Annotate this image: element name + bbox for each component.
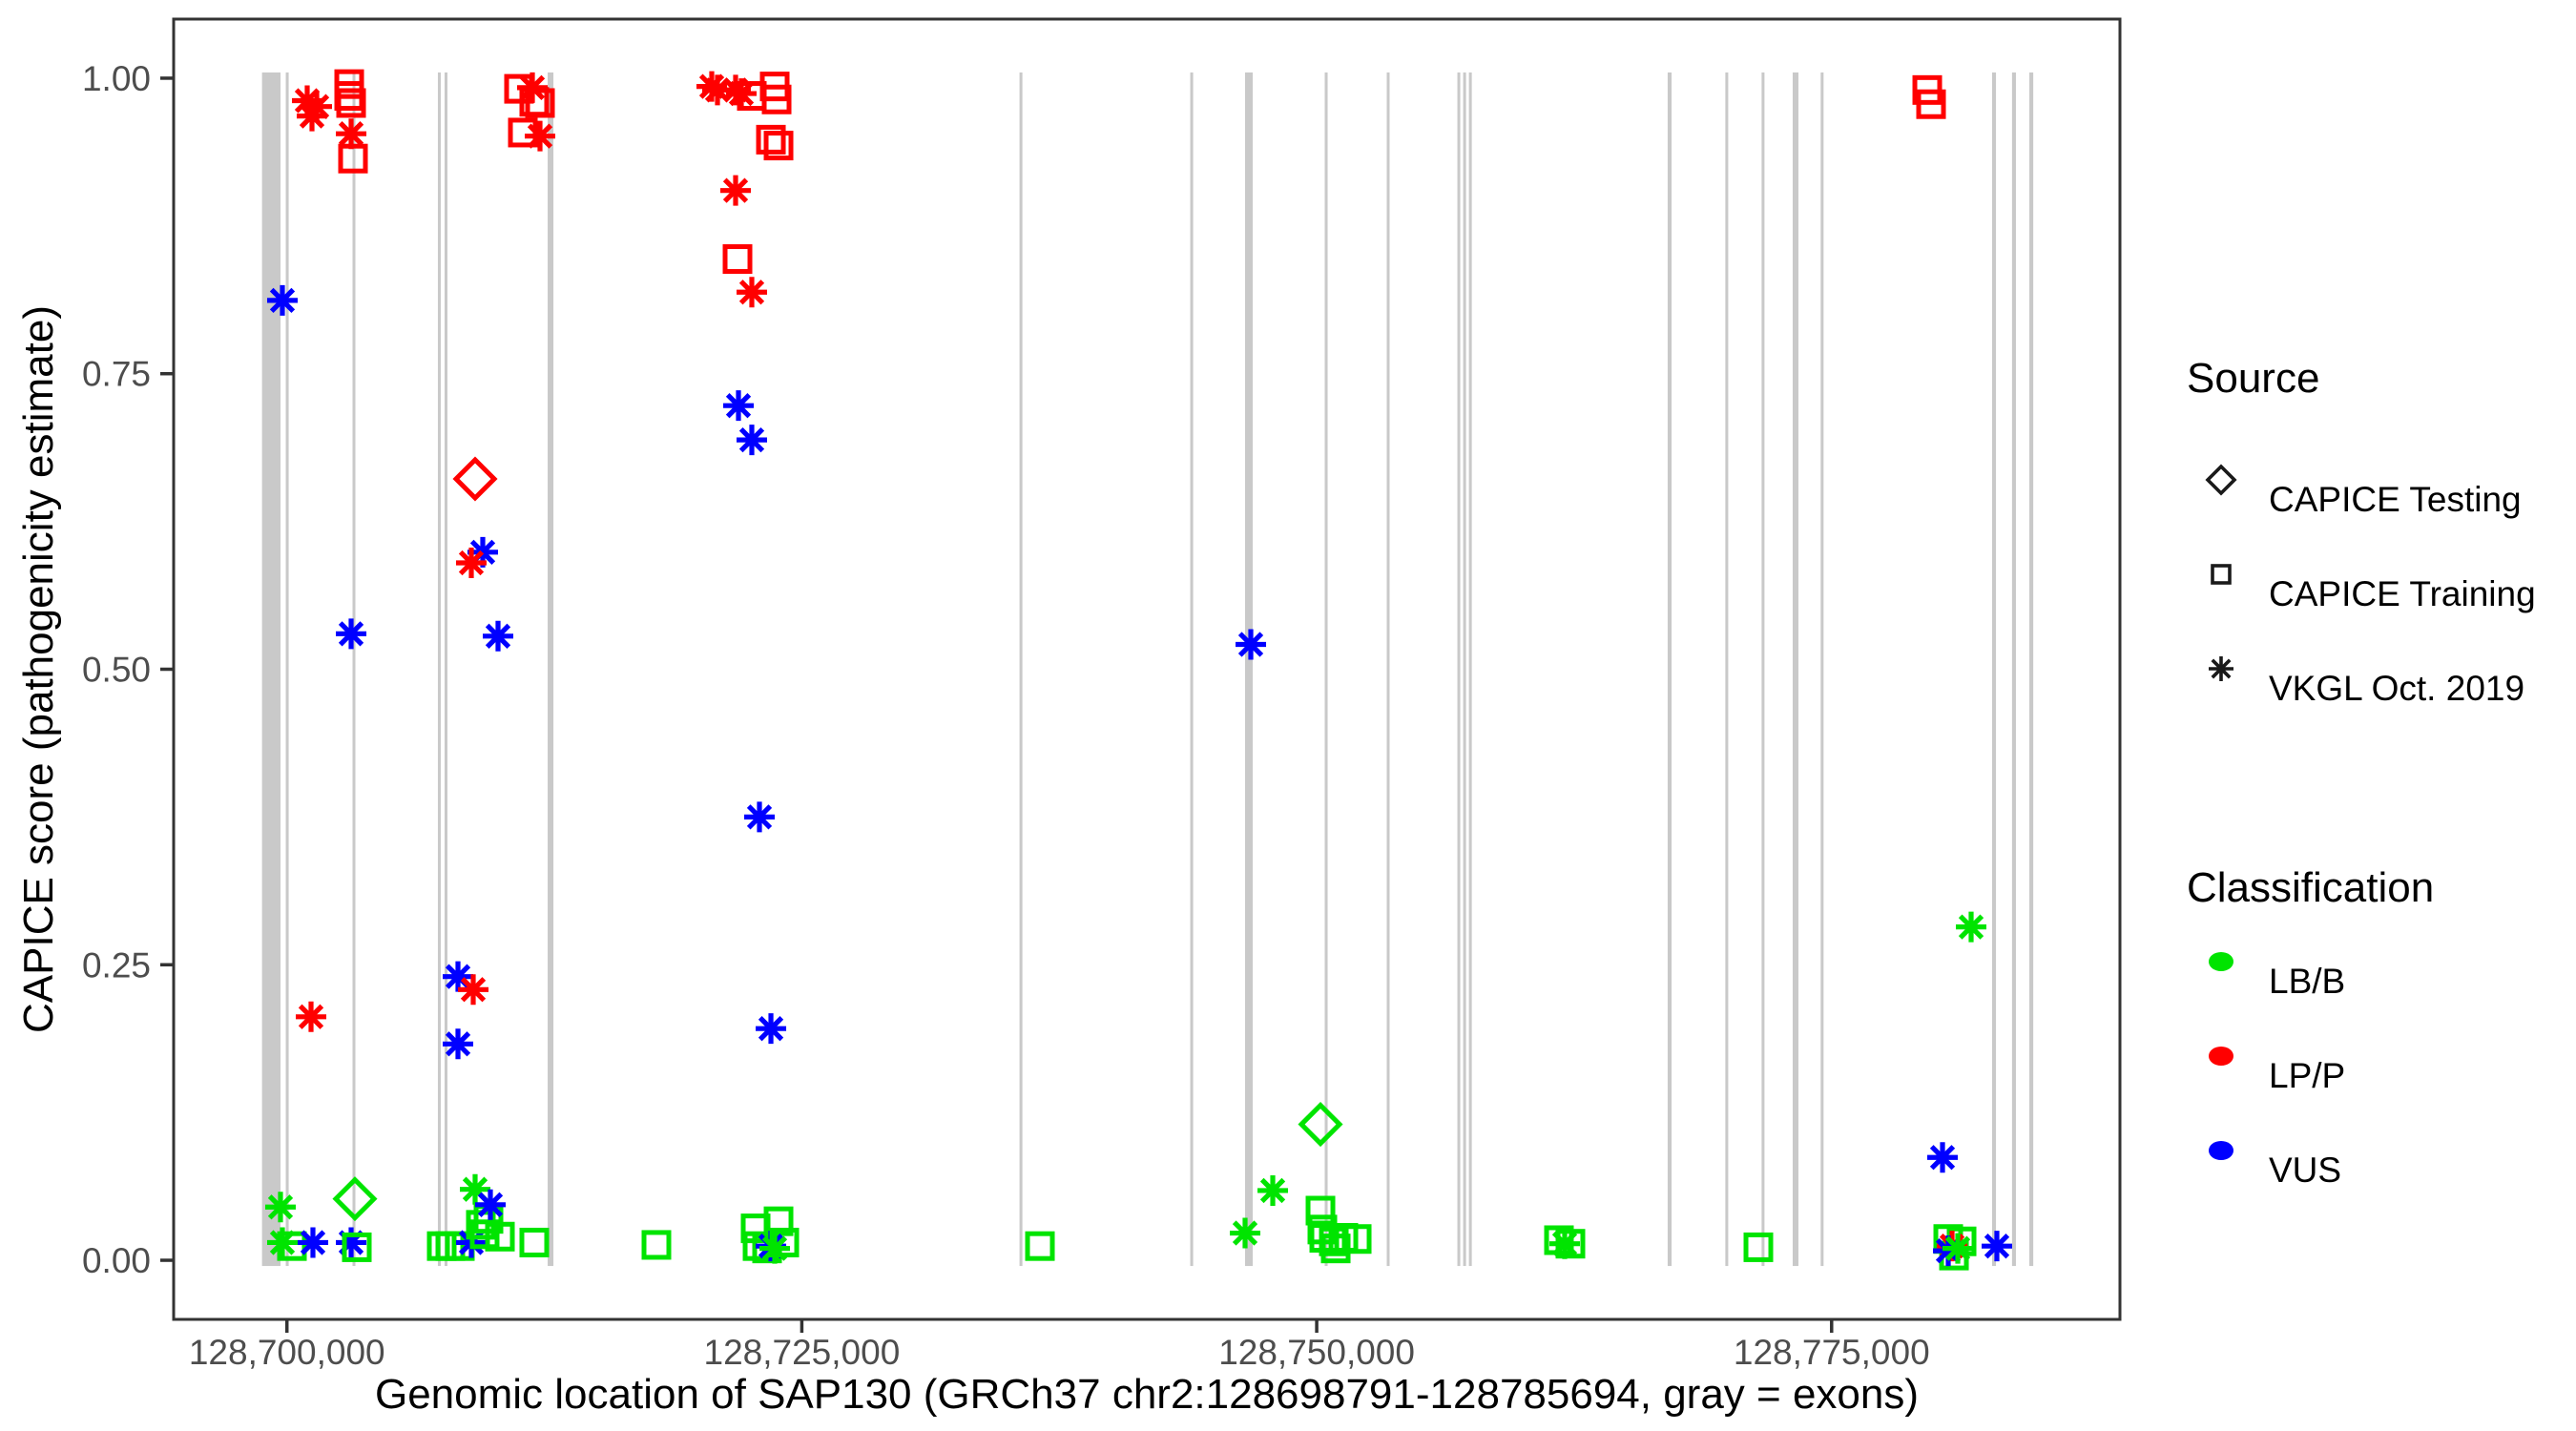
exon-band (1820, 72, 1824, 1267)
exon-band (1019, 72, 1023, 1267)
exon-band (444, 72, 448, 1267)
data-point-asterisk (759, 1233, 791, 1264)
data-point-square (338, 143, 368, 174)
exon-band (352, 72, 356, 1267)
data-point-square (1916, 89, 1946, 119)
panel-border (172, 17, 2122, 1321)
exon-band (548, 72, 554, 1267)
data-point-square (756, 124, 786, 155)
data-point-asterisk (467, 536, 499, 568)
exon-band (2011, 72, 2016, 1267)
data-point-asterisk (756, 1013, 787, 1045)
data-point-asterisk (336, 118, 367, 150)
exon-band (1761, 72, 1765, 1267)
data-point-asterisk (702, 74, 734, 106)
data-point-asterisk (458, 974, 489, 1006)
exon-band (1468, 72, 1472, 1267)
data-point-asterisk (301, 91, 333, 122)
x-axis-tick-label: 128,725,000 (704, 1333, 901, 1372)
x-axis-tick-label: 128,750,000 (1218, 1333, 1415, 1372)
exon-band (1792, 72, 1799, 1267)
data-point-square (426, 1231, 457, 1261)
data-point-square (525, 88, 555, 118)
data-point-asterisk (1257, 1174, 1289, 1206)
data-point-square (1743, 1232, 1774, 1262)
data-point-asterisk (456, 547, 488, 578)
exon-band (1386, 72, 1390, 1267)
y-axis-tick-label: 1.00 (82, 59, 151, 98)
y-axis-tick-label: 0.00 (82, 1241, 151, 1280)
data-point-asterisk (267, 1227, 299, 1258)
data-point-asterisk (296, 1001, 327, 1032)
data-point-square (763, 131, 794, 161)
data-point-asterisk (291, 85, 322, 116)
data-point-asterisk (524, 120, 555, 152)
exon-band (1725, 72, 1729, 1267)
data-point-square (485, 1221, 515, 1252)
data-point-asterisk (443, 1028, 474, 1060)
data-point-diamond (332, 1176, 378, 1222)
data-point-square (769, 1227, 800, 1257)
data-points (264, 69, 2012, 1271)
data-point-asterisk (1956, 911, 1987, 943)
exon-band (1463, 72, 1466, 1267)
data-point-asterisk (1927, 1142, 1959, 1173)
exon-band (1457, 72, 1461, 1267)
exon-band (1190, 72, 1194, 1267)
y-axis-tick-label: 0.75 (82, 355, 151, 394)
data-point-asterisk (483, 620, 513, 652)
data-point-square (761, 84, 792, 114)
data-point-square (519, 1227, 550, 1257)
data-point-square (469, 1219, 500, 1250)
data-point-square (722, 244, 753, 275)
data-point-asterisk (1549, 1228, 1581, 1259)
data-point-asterisk (267, 284, 299, 316)
data-point-asterisk (723, 390, 755, 422)
x-axis-tick-label: 128,700,000 (189, 1333, 385, 1372)
exon-band (1667, 72, 1672, 1267)
data-point-square (763, 1206, 794, 1236)
data-point-asterisk (459, 1173, 490, 1205)
exon-band (2029, 72, 2034, 1267)
data-point-square (277, 1231, 307, 1261)
exon-band (1244, 72, 1254, 1267)
exon-band (1991, 72, 1997, 1267)
data-point-diamond (1298, 1102, 1343, 1148)
data-point-square (641, 1230, 672, 1260)
data-point-asterisk (264, 1192, 296, 1223)
data-point-asterisk (1981, 1231, 2012, 1262)
data-point-square (1025, 1231, 1055, 1261)
data-point-asterisk (720, 175, 752, 206)
data-point-asterisk (744, 801, 776, 833)
exon-band (285, 72, 289, 1267)
data-point-asterisk (1942, 1233, 1974, 1264)
exon-band (1324, 72, 1328, 1267)
data-point-diamond (452, 456, 498, 502)
data-point-square (342, 1232, 372, 1262)
y-axis-tick-label: 0.25 (82, 945, 151, 985)
y-axis-title: CAPICE score (pathogenicity estimate) (15, 305, 62, 1033)
y-axis-tick-label: 0.50 (82, 651, 151, 690)
data-point-asterisk (336, 1227, 367, 1258)
data-point-square (1341, 1224, 1372, 1255)
data-point-asterisk (474, 1189, 506, 1220)
data-point-asterisk (1230, 1217, 1261, 1249)
data-point-asterisk (1236, 629, 1267, 660)
data-point-asterisk (736, 425, 767, 456)
data-point-asterisk (736, 277, 767, 308)
x-axis-title: Genomic location of SAP130 (GRCh37 chr2:… (374, 1371, 1920, 1418)
data-point-asterisk (297, 100, 328, 132)
data-point-asterisk (443, 961, 474, 992)
exon-band (261, 72, 281, 1267)
data-point-asterisk (336, 618, 367, 650)
exon-band (437, 72, 441, 1267)
data-point-square (336, 88, 366, 118)
data-point-asterisk (297, 1227, 328, 1258)
data-point-square (435, 1231, 466, 1261)
x-axis-tick-label: 128,775,000 (1734, 1333, 1930, 1372)
